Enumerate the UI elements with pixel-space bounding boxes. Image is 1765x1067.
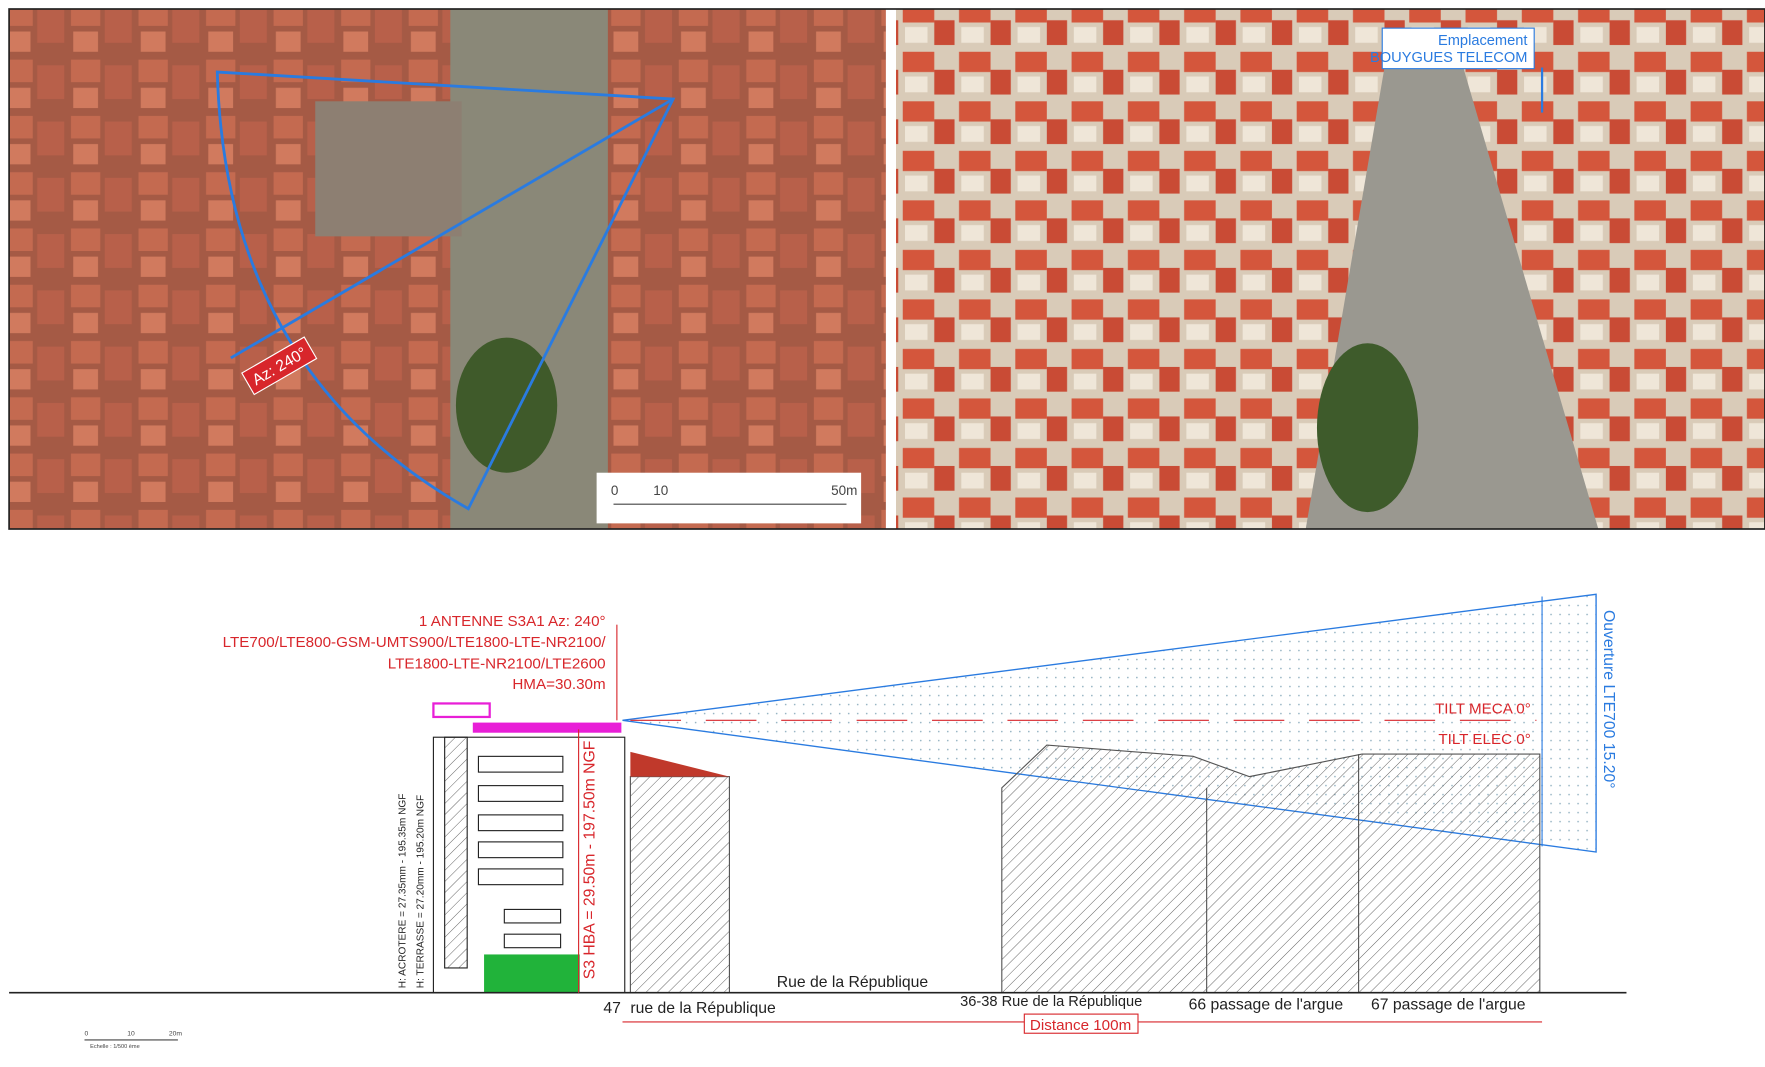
- shopfront: [484, 954, 580, 993]
- roof-equipment: [432, 702, 491, 719]
- scale-label: 0: [611, 483, 619, 498]
- antenna-line: LTE700/LTE800-GSM-UMTS900/LTE1800-LTE-NR…: [223, 634, 607, 651]
- tree: [1316, 343, 1419, 513]
- antenna-text: 1 ANTENNE S3A1 Az: 240° LTE700/LTE800-GS…: [223, 613, 1531, 748]
- aerial-image: [9, 9, 886, 529]
- antenna-line: LTE1800-LTE-NR2100/LTE2600: [388, 656, 606, 673]
- oblique-photo: Emplacement BOUYGUES TELECOM: [896, 9, 1765, 529]
- far-buildings: [1001, 744, 1541, 994]
- acrotere-label: H: ACROTERE = 27.35mm - 195.35m NGF: [397, 794, 408, 989]
- address: 66 passage de l'argue: [1189, 997, 1344, 1014]
- azimuth-sector: [215, 70, 676, 511]
- marker-text: Emplacement: [1438, 33, 1527, 49]
- hba-label: S3 HBA = 29.50m - 197.50m NGF: [581, 741, 598, 980]
- address: 36-38 Rue de la République: [960, 994, 1142, 1010]
- scale-box: [596, 472, 862, 524]
- stairwell: [444, 736, 468, 969]
- aerial-map: Az: 240° 0 10 50m: [9, 9, 886, 529]
- antenna-line: 1 ANTENNE S3A1 Az: 240°: [419, 613, 606, 630]
- windows: [477, 755, 564, 949]
- antenna-line: HMA=30.30m: [512, 676, 605, 693]
- small-scale-label: 20m: [169, 1030, 183, 1037]
- scale-label: 50m: [831, 483, 857, 498]
- tilt-elec: TILT ELEC 0°: [1438, 731, 1530, 748]
- tree: [455, 337, 558, 473]
- small-scale-label: 0: [85, 1030, 89, 1037]
- courtyard: [315, 101, 462, 237]
- marker-text: BOUYGUES TELECOM: [1370, 50, 1527, 66]
- scale-label: 10: [653, 483, 668, 498]
- address: rue de la République: [630, 1000, 776, 1017]
- address: 67 passage de l'argue: [1371, 997, 1526, 1014]
- neighbour-building: [629, 776, 730, 994]
- distance-box: [1023, 1013, 1139, 1034]
- small-scale-caption: Echelle : 1/500 ème: [90, 1044, 140, 1050]
- small-scale-label: 10: [127, 1030, 135, 1037]
- neighbour-roof: [630, 751, 730, 777]
- roof-equipment: [472, 722, 622, 733]
- street-label: Rue de la République: [777, 974, 929, 991]
- marker-box: [1381, 27, 1535, 70]
- address: 47: [603, 1000, 621, 1017]
- aperture-label: Ouverture LTE700 15.20°: [1600, 610, 1617, 788]
- elevation-drawing: 1 ANTENNE S3A1 Az: 240° LTE700/LTE800-GS…: [9, 593, 1627, 1050]
- terrasse-label: H: TERRASSE = 27.20mm - 195.20m NGF: [415, 795, 426, 988]
- tilt-meca: TILT MECA 0°: [1435, 701, 1531, 718]
- distance-label: Distance 100m: [1030, 1017, 1131, 1034]
